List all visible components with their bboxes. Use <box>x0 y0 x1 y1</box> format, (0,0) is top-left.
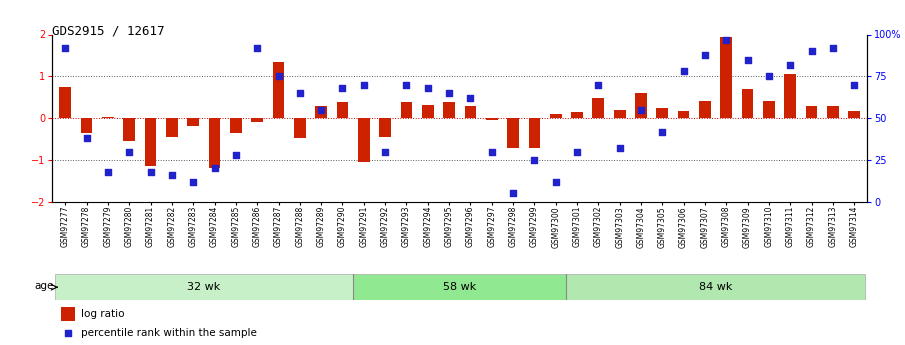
Bar <box>272 62 284 118</box>
Text: age: age <box>34 281 53 291</box>
Point <box>762 73 776 79</box>
Point <box>229 152 243 158</box>
Point <box>61 331 75 336</box>
Bar <box>550 114 561 118</box>
Bar <box>252 118 263 121</box>
Point <box>548 179 563 185</box>
Bar <box>507 118 519 148</box>
Bar <box>567 274 865 300</box>
Bar <box>614 110 625 118</box>
Point <box>165 172 179 178</box>
Bar <box>805 106 817 118</box>
Bar <box>763 101 775 118</box>
Point <box>292 90 307 96</box>
Bar <box>61 307 75 321</box>
Bar <box>353 274 567 300</box>
Bar <box>720 37 732 118</box>
Point <box>58 45 72 51</box>
Text: percentile rank within the sample: percentile rank within the sample <box>81 328 257 338</box>
Point <box>399 82 414 87</box>
Bar <box>102 117 114 118</box>
Bar <box>635 93 647 118</box>
Point <box>783 62 797 67</box>
Point <box>250 45 264 51</box>
Bar <box>486 118 498 120</box>
Point <box>484 149 499 155</box>
Bar <box>337 102 348 118</box>
Point <box>740 57 755 62</box>
Point <box>186 179 200 185</box>
Bar <box>294 118 306 138</box>
Point <box>378 149 393 155</box>
Point <box>847 82 862 87</box>
Bar <box>123 118 135 141</box>
Text: 58 wk: 58 wk <box>443 282 476 292</box>
Point <box>463 95 478 101</box>
Bar <box>209 118 221 168</box>
Text: GDS2915 / 12617: GDS2915 / 12617 <box>52 24 165 38</box>
Point <box>805 49 819 54</box>
Bar <box>593 98 605 118</box>
Point <box>634 107 648 112</box>
Text: 32 wk: 32 wk <box>187 282 221 292</box>
Point <box>570 149 585 155</box>
Bar <box>379 118 391 137</box>
Bar <box>81 118 92 133</box>
Point <box>719 37 734 42</box>
Point <box>314 107 329 112</box>
Bar <box>848 111 860 118</box>
Bar <box>699 101 710 118</box>
Point <box>80 136 94 141</box>
Point <box>100 169 115 175</box>
Point <box>527 157 541 163</box>
Bar <box>145 118 157 166</box>
Text: 84 wk: 84 wk <box>699 282 732 292</box>
Bar <box>678 111 690 118</box>
Point <box>357 82 371 87</box>
Point <box>613 146 627 151</box>
Bar <box>464 107 476 118</box>
Point <box>335 85 349 91</box>
Point <box>825 45 840 51</box>
Point <box>676 69 691 74</box>
Bar <box>187 118 199 126</box>
Point <box>272 73 286 79</box>
Bar <box>315 107 327 118</box>
Bar <box>656 108 668 118</box>
Text: log ratio: log ratio <box>81 309 125 319</box>
Bar <box>60 87 71 118</box>
Bar <box>827 107 839 118</box>
Bar <box>529 118 540 148</box>
Point <box>591 82 605 87</box>
Bar <box>230 118 242 133</box>
Bar <box>422 105 433 118</box>
Bar <box>742 89 754 118</box>
Point <box>506 191 520 196</box>
Point <box>143 169 157 175</box>
Bar <box>443 102 455 118</box>
Bar <box>401 102 413 118</box>
Point <box>698 52 712 57</box>
Bar <box>166 118 177 137</box>
Point <box>122 149 137 155</box>
Bar <box>571 112 583 118</box>
Bar <box>54 274 353 300</box>
Point <box>442 90 456 96</box>
Point <box>655 129 670 134</box>
Bar <box>785 74 796 118</box>
Point <box>421 85 435 91</box>
Point <box>207 166 222 171</box>
Bar <box>357 118 369 162</box>
